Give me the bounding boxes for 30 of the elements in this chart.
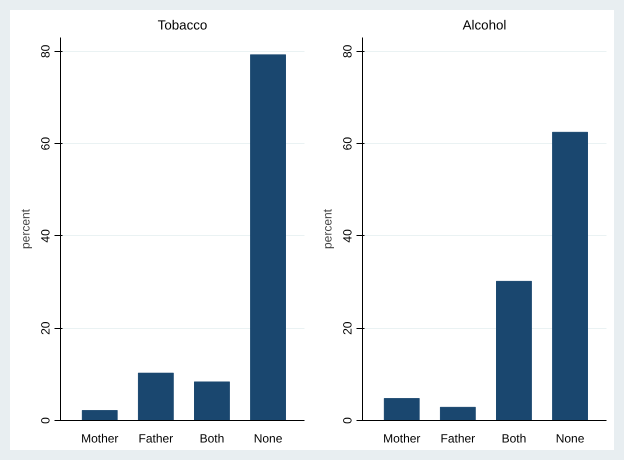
bar	[440, 406, 476, 420]
bar	[194, 381, 230, 420]
y-tick-label: 40	[38, 228, 52, 243]
y-axis-title: percent	[18, 208, 32, 250]
y-axis-title: percent	[320, 208, 334, 250]
chart-title: Alcohol	[462, 18, 506, 32]
y-tick-label: 0	[38, 416, 52, 424]
x-tick-label: Father	[138, 432, 174, 446]
x-tick-label: Both	[200, 432, 224, 446]
bar	[552, 132, 588, 420]
bar	[138, 372, 174, 420]
bar	[250, 54, 286, 420]
x-tick-label: Both	[502, 432, 526, 446]
x-tick-label: Mother	[383, 432, 420, 446]
chart-title: Tobacco	[158, 18, 208, 32]
y-tick-label: 60	[340, 136, 354, 150]
y-tick-label: 20	[38, 321, 52, 335]
y-tick-label: 60	[38, 136, 52, 150]
y-tick-label: 80	[38, 44, 52, 58]
bar	[496, 280, 532, 420]
bar	[384, 398, 420, 420]
y-tick-label: 0	[340, 416, 354, 424]
y-tick-label: 40	[340, 228, 354, 243]
y-tick-label: 20	[340, 321, 354, 335]
x-tick-label: Mother	[81, 432, 118, 446]
x-tick-label: None	[556, 432, 585, 446]
y-tick-label: 80	[340, 44, 354, 58]
bar	[82, 410, 118, 420]
x-tick-label: Father	[440, 432, 476, 446]
x-tick-label: None	[254, 432, 283, 446]
